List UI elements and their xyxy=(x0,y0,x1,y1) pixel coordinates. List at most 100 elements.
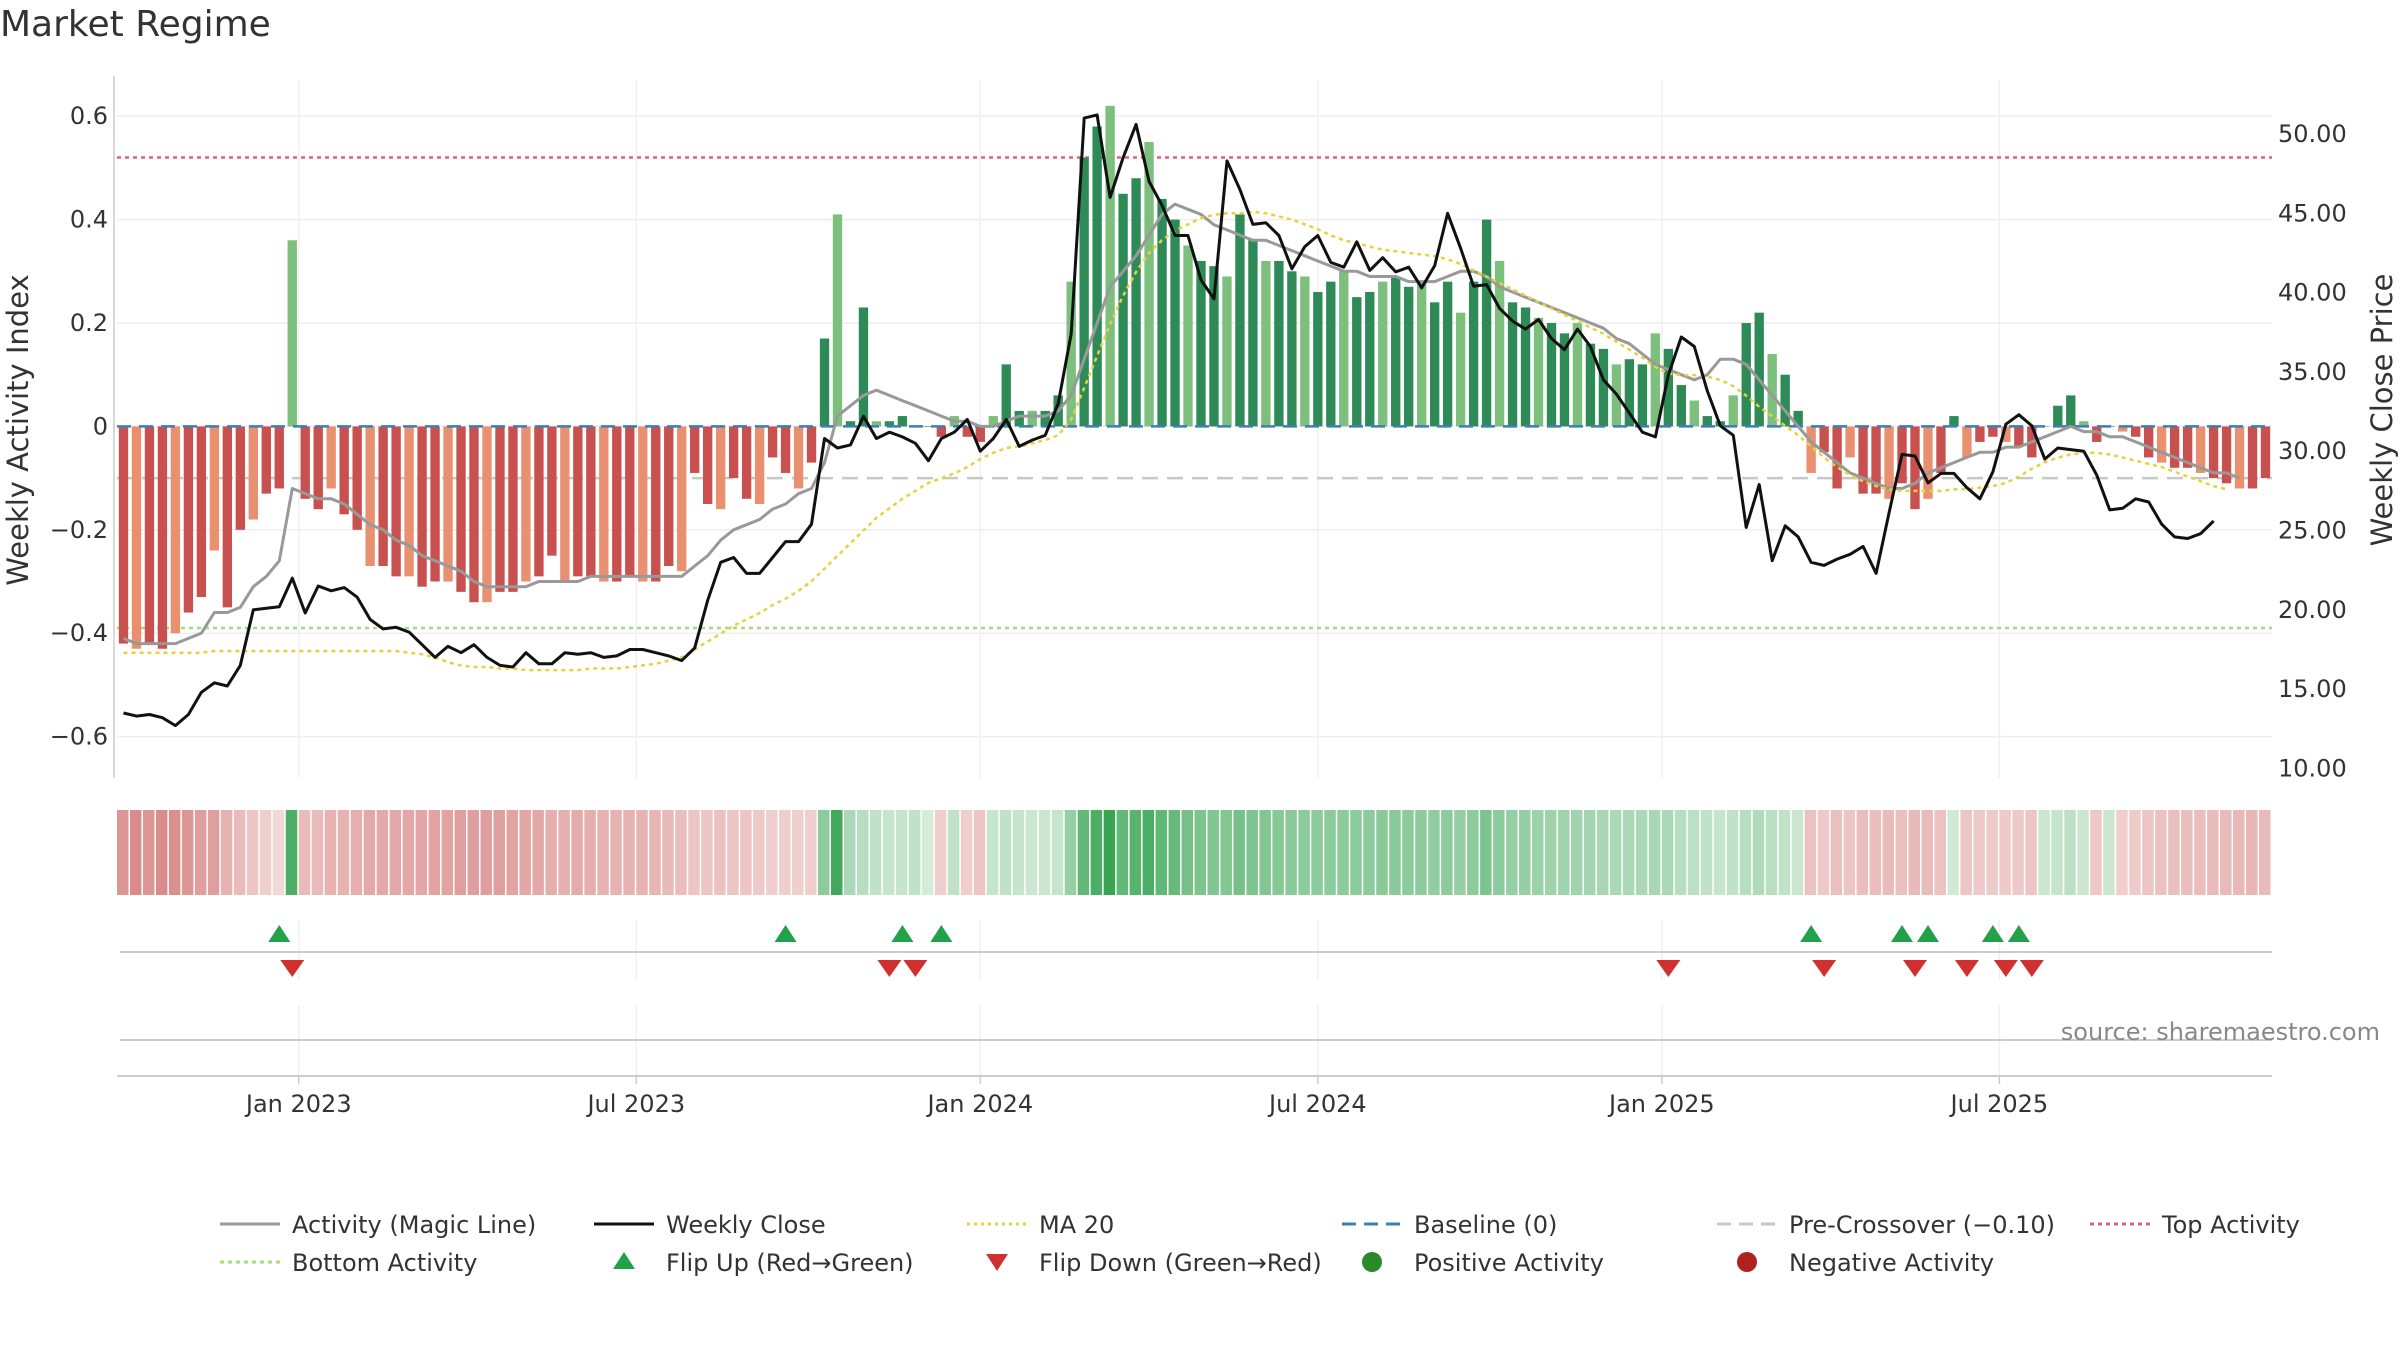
activity-bar xyxy=(131,426,142,649)
activity-bar xyxy=(1949,416,1959,427)
activity-bar xyxy=(1871,426,1881,494)
activity-bar xyxy=(2079,421,2089,427)
regime-strip-cell xyxy=(805,810,817,895)
activity-bar xyxy=(1014,410,1024,427)
regime-strip-cell xyxy=(129,810,142,895)
activity-bar xyxy=(1637,364,1648,427)
regime-strip-cell xyxy=(649,810,661,895)
flip-down-marker xyxy=(280,960,305,977)
regime-strip-cell xyxy=(1752,810,1765,895)
activity-bar xyxy=(1287,271,1297,427)
activity-bar xyxy=(560,426,570,582)
activity-bar xyxy=(923,426,934,428)
regime-strip-cell xyxy=(1389,810,1401,895)
activity-bar xyxy=(599,426,609,582)
activity-bar xyxy=(222,426,233,608)
activity-bar xyxy=(1092,126,1102,427)
activity-bar xyxy=(2169,426,2180,468)
y2-tick-label: 35.00 xyxy=(2278,358,2347,386)
regime-strip-cell xyxy=(1545,810,1557,895)
activity-bar xyxy=(1261,260,1271,427)
regime-strip-cell xyxy=(1713,810,1726,895)
regime-strip-cell xyxy=(376,810,389,895)
activity-bar xyxy=(1494,260,1505,427)
activity-bar xyxy=(1923,426,1933,499)
activity-bar xyxy=(1676,385,1686,427)
legend-item: MA 20 xyxy=(967,1211,1114,1239)
regime-strip-cell xyxy=(493,810,505,895)
regime-strip-cell xyxy=(233,810,246,895)
activity-bar xyxy=(2208,426,2219,479)
regime-strip-cell xyxy=(350,810,363,895)
regime-strip-cell xyxy=(1583,810,1596,895)
weekly-close-line xyxy=(123,113,2215,728)
activity-bar xyxy=(417,426,427,587)
flip-down-marker xyxy=(1993,960,2018,977)
regime-strip-cell xyxy=(2233,810,2245,895)
activity-bar xyxy=(793,426,804,489)
flip-up-marker xyxy=(1800,925,1823,942)
regime-strip-cell xyxy=(480,810,492,895)
activity-bar xyxy=(1118,193,1128,427)
activity-bar xyxy=(1339,271,1349,427)
activity-bar xyxy=(897,416,908,427)
regime-strip-cell xyxy=(895,810,908,895)
regime-strip-cell xyxy=(2207,810,2219,895)
activity-bar xyxy=(703,426,713,504)
regime-strip-cell xyxy=(753,810,765,895)
activity-bar xyxy=(534,426,544,577)
regime-strip-cell xyxy=(571,810,583,895)
activity-bar xyxy=(144,426,155,644)
regime-strip-cell xyxy=(402,810,415,895)
y-tick-label: −0.2 xyxy=(50,516,108,544)
regime-strip-cell xyxy=(1051,810,1064,895)
activity-bar xyxy=(1858,426,1868,494)
regime-strip-cell xyxy=(324,810,337,895)
regime-strip-cell xyxy=(220,810,233,895)
activity-bar xyxy=(1572,323,1583,427)
legend-item: Positive Activity xyxy=(1362,1249,1604,1277)
regime-strip-cell xyxy=(882,810,895,895)
activity-bar xyxy=(1702,416,1712,427)
activity-bar xyxy=(1520,307,1531,427)
activity-bar xyxy=(1559,333,1570,427)
regime-strip-cell xyxy=(1921,810,1933,895)
legend-item: Top Activity xyxy=(2090,1211,2300,1239)
activity-bar xyxy=(1741,323,1751,427)
regime-strip-cell xyxy=(831,810,843,895)
activity-bar xyxy=(651,426,661,582)
regime-strip-cell xyxy=(415,810,428,895)
regime-strip-cell xyxy=(2259,810,2271,895)
activity-bar xyxy=(1079,157,1089,427)
legend-item: Flip Up (Red→Green) xyxy=(613,1249,914,1277)
activity-bar xyxy=(196,426,207,598)
activity-bar xyxy=(183,426,194,613)
regime-strip-cell xyxy=(1674,810,1687,895)
legend-item: Baseline (0) xyxy=(1342,1211,1557,1239)
activity-bar xyxy=(1378,281,1388,427)
legend-label: Top Activity xyxy=(2161,1211,2300,1239)
activity-bar xyxy=(456,426,466,592)
y-tick-label: 0 xyxy=(93,412,108,440)
activity-bar xyxy=(1689,400,1699,427)
regime-strip-cell xyxy=(519,810,531,895)
activity-bar xyxy=(2234,426,2245,489)
activity-bar xyxy=(586,426,596,577)
activity-bar xyxy=(1027,410,1037,427)
regime-strip-cell xyxy=(1350,810,1362,895)
activity-bar xyxy=(469,426,479,603)
activity-bar xyxy=(274,426,284,489)
regime-strip-cell xyxy=(558,810,570,895)
activity-bar xyxy=(1248,240,1258,427)
x-tick-label: Jul 2024 xyxy=(1267,1090,1367,1118)
activity-bar xyxy=(1585,343,1596,427)
activity-bar xyxy=(715,426,726,510)
regime-strip-cell xyxy=(1986,810,1998,895)
activity-bar xyxy=(2053,405,2063,427)
regime-strip-cell xyxy=(532,810,544,895)
activity-bar xyxy=(1455,312,1466,427)
regime-strip-cell xyxy=(1570,810,1583,895)
regime-strip-cell xyxy=(2246,810,2258,895)
activity-bar xyxy=(806,426,817,463)
y2-tick-label: 25.00 xyxy=(2278,517,2347,545)
